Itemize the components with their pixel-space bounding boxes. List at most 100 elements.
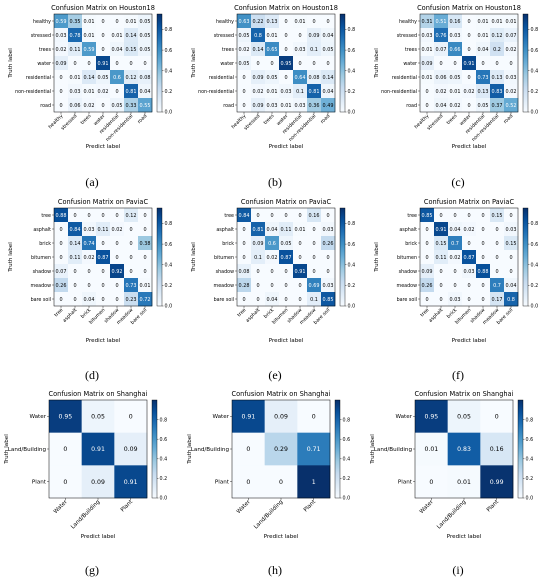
cell-2-1 <box>81 465 115 499</box>
cell-0-0 <box>54 14 69 29</box>
cell-5-1 <box>251 278 266 293</box>
cell-2-4 <box>476 42 491 57</box>
cell-value-6-6: 0.85 <box>323 297 334 303</box>
cell-value-4-1: 0.01 <box>70 75 81 81</box>
cell-value-2-6: 0.05 <box>140 47 151 53</box>
cell-value-2-2: 1 <box>312 479 316 486</box>
cell-0-5 <box>490 14 505 29</box>
chart-title: Confusion Matrix on Houston18 <box>234 4 338 12</box>
cell-1-0 <box>54 222 69 237</box>
cell-0-6 <box>504 14 519 29</box>
cell-value-0-2: 0.13 <box>267 19 278 25</box>
cell-value-2-4: 0.04 <box>112 47 123 53</box>
cell-value-5-4: 0 <box>115 283 118 289</box>
cell-value-4-4: 0.64 <box>295 75 306 81</box>
y-tick-label: Water <box>395 414 412 420</box>
cell-value-1-4: 0 <box>481 227 484 233</box>
colorbar <box>522 207 529 307</box>
cell-4-3 <box>462 70 477 85</box>
cell-value-2-6: 0.26 <box>323 241 334 247</box>
x-axis-label: Predict label <box>269 338 304 344</box>
cell-6-4 <box>293 98 308 113</box>
cell-1-3 <box>96 28 111 43</box>
y-axis-label: Truth label <box>8 48 14 79</box>
cell-2-5 <box>490 42 505 57</box>
cell-value-0-5: 0 <box>312 19 315 25</box>
cell-6-5 <box>307 98 322 113</box>
cell-value-4-6: 0.14 <box>323 75 334 81</box>
cell-value-1-4: 0.01 <box>478 33 489 39</box>
cell-0-0 <box>232 400 265 433</box>
cell-value-1-5: 0.12 <box>492 33 503 39</box>
subfigure-label: (e) <box>268 368 282 382</box>
cell-4-5 <box>490 264 505 279</box>
cell-3-6 <box>138 250 153 265</box>
chart-title: Confusion Matrix on Houston18 <box>51 4 155 12</box>
cell-6-5 <box>307 292 322 307</box>
cell-value-1-3: 0 <box>467 33 470 39</box>
colorbar-tick-label: 0.2 <box>348 283 356 289</box>
cell-value-6-3: 0 <box>101 103 104 109</box>
cell-4-0 <box>54 264 69 279</box>
cell-0-1 <box>68 14 83 29</box>
colorbar-tick-label: 0.2 <box>165 89 173 95</box>
cell-2-6 <box>138 42 153 57</box>
cell-2-2 <box>265 42 280 57</box>
cell-value-1-0: 0.03 <box>422 33 433 39</box>
cell-value-0-6: 0 <box>509 213 512 219</box>
cell-value-6-4: 0.05 <box>112 103 123 109</box>
cell-3-4 <box>110 56 125 71</box>
cell-2-6 <box>321 42 336 57</box>
cell-value-1-6: 0.03 <box>506 227 517 233</box>
cell-value-6-1: 0 <box>73 297 76 303</box>
cell-value-2-0: 0 <box>425 241 428 247</box>
cell-2-1 <box>434 42 449 57</box>
x-tick-label: trees <box>80 113 93 126</box>
cell-1-3 <box>279 28 294 43</box>
cell-1-2 <box>297 432 331 466</box>
cell-value-2-6: 0.38 <box>140 241 151 247</box>
cell-1-2 <box>82 222 97 237</box>
cell-4-3 <box>462 264 477 279</box>
cell-value-5-3: 0.03 <box>281 89 292 95</box>
cell-value-0-1: 0 <box>256 213 259 219</box>
cell-value-6-1: 0 <box>256 297 259 303</box>
y-tick-label: residential <box>26 75 51 81</box>
cell-value-2-1: 0.09 <box>91 479 105 486</box>
cell-3-1 <box>68 250 83 265</box>
cell-value-2-6: 0.15 <box>506 241 517 247</box>
cell-0-2 <box>114 400 148 433</box>
colorbar-tick-label: 0.0 <box>165 304 173 310</box>
y-tick-label: water <box>37 61 51 67</box>
cell-value-0-2: 0 <box>87 213 90 219</box>
cell-1-6 <box>321 28 336 43</box>
cell-value-4-1: 0.06 <box>436 75 447 81</box>
cell-value-5-2: 0 <box>270 283 273 289</box>
cell-value-2-5: 0 <box>129 241 132 247</box>
cell-3-6 <box>138 56 153 71</box>
cell-value-1-1: 0.29 <box>274 446 288 453</box>
cell-value-5-5: 0.81 <box>126 89 137 95</box>
y-tick-label: meadow <box>397 283 418 289</box>
cell-2-5 <box>124 236 139 251</box>
x-tick-label: asphalt <box>428 307 445 324</box>
colorbar-tick-label: 0.6 <box>343 437 351 443</box>
y-axis-label: Truth label <box>191 242 197 273</box>
cell-value-1-4: 0.02 <box>112 227 123 233</box>
cell-value-1-2: 0.01 <box>267 33 278 39</box>
cell-3-2 <box>448 250 463 265</box>
cell-2-2 <box>297 465 331 499</box>
cell-3-0 <box>420 250 435 265</box>
cell-value-0-0: 0.31 <box>422 19 433 25</box>
cell-2-1 <box>264 465 298 499</box>
cell-5-1 <box>68 84 83 99</box>
cell-0-0 <box>420 208 435 223</box>
cell-6-0 <box>54 98 69 113</box>
cell-0-4 <box>476 208 491 223</box>
cell-value-2-2: 0.59 <box>84 47 95 53</box>
cell-0-0 <box>237 208 252 223</box>
cell-value-1-0: 0.03 <box>56 33 67 39</box>
cell-value-5-5: 0.69 <box>309 283 320 289</box>
x-tick-label: Water <box>236 499 252 515</box>
